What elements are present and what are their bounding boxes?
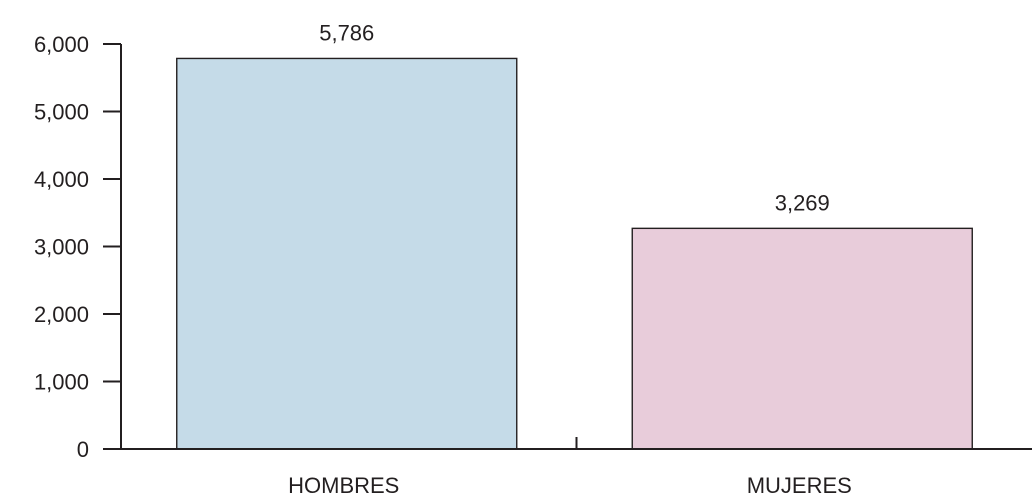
y-tick-label: 5,000 — [34, 100, 89, 125]
y-tick-label: 1,000 — [34, 370, 89, 395]
y-tick-label: 6,000 — [34, 32, 89, 57]
bar-mujeres — [631, 227, 973, 450]
y-axis: 0 1,000 2,000 3,000 4,000 5,000 6,000 — [34, 32, 122, 462]
data-label: 5,786 — [319, 20, 374, 45]
y-tick-label: 0 — [77, 437, 89, 462]
y-tick-label: 2,000 — [34, 302, 89, 327]
bar-hombres — [176, 57, 518, 450]
data-label: 3,269 — [775, 190, 830, 215]
y-tick-label: 4,000 — [34, 167, 89, 192]
bars-group: 5,786 3,269 — [176, 20, 973, 450]
x-axis: HOMBRES MUJERES — [103, 437, 1032, 498]
x-category-label: MUJERES — [747, 473, 852, 498]
y-tick-label: 3,000 — [34, 235, 89, 260]
x-category-label: HOMBRES — [288, 473, 399, 498]
